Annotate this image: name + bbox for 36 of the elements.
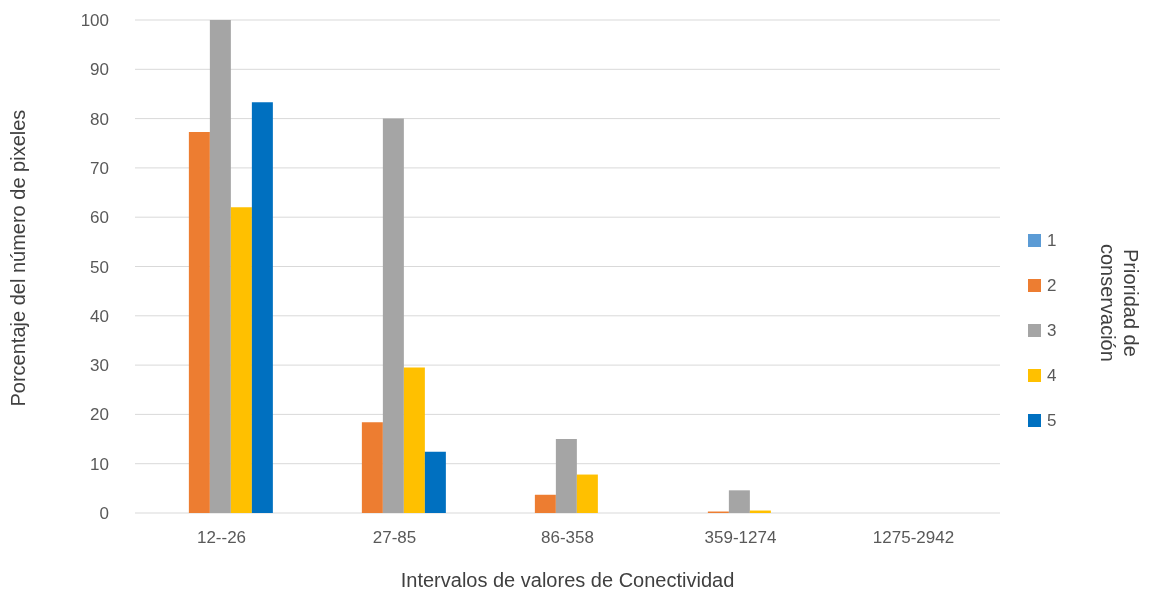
x-tick-label: 27-85 [372,528,417,548]
y-tick-label: 40 [90,306,109,326]
bar [361,422,383,513]
legend-label: 4 [1046,364,1057,387]
bar [576,474,598,513]
bar [403,367,425,513]
legend-label: 2 [1046,274,1057,297]
y-tick-label: 80 [90,109,109,129]
y-tick-label: 100 [80,11,109,31]
y-tick-label: 20 [90,405,109,425]
y-tick-label: 60 [90,208,109,228]
bar [209,20,231,513]
bar [382,118,404,513]
bar [188,131,210,513]
x-tick-label: 1275-2942 [872,528,955,548]
legend-title: Prioridad de conservación [1096,243,1143,364]
bar [555,439,577,513]
bar [534,494,556,513]
legend-label: 5 [1046,409,1057,432]
bar [728,490,750,513]
bar [251,102,273,513]
y-tick-label: 50 [90,257,109,277]
bar [230,207,252,513]
legend-label: 3 [1046,319,1057,342]
bar [424,451,446,513]
y-axis-title: Porcentaje del número de pixeles [7,109,30,407]
x-tick-label: 86-358 [541,528,594,548]
legend-label: 1 [1046,229,1057,252]
x-tick-label: 12--26 [196,528,247,548]
y-tick-label: 70 [90,158,109,178]
y-tick-label: 0 [99,504,109,524]
x-axis-title: Intervalos de valores de Conectividad [400,569,735,591]
y-tick-label: 90 [90,60,109,80]
x-tick-label: 359-1274 [704,528,777,548]
y-tick-label: 10 [90,454,109,474]
y-tick-label: 30 [90,356,109,376]
